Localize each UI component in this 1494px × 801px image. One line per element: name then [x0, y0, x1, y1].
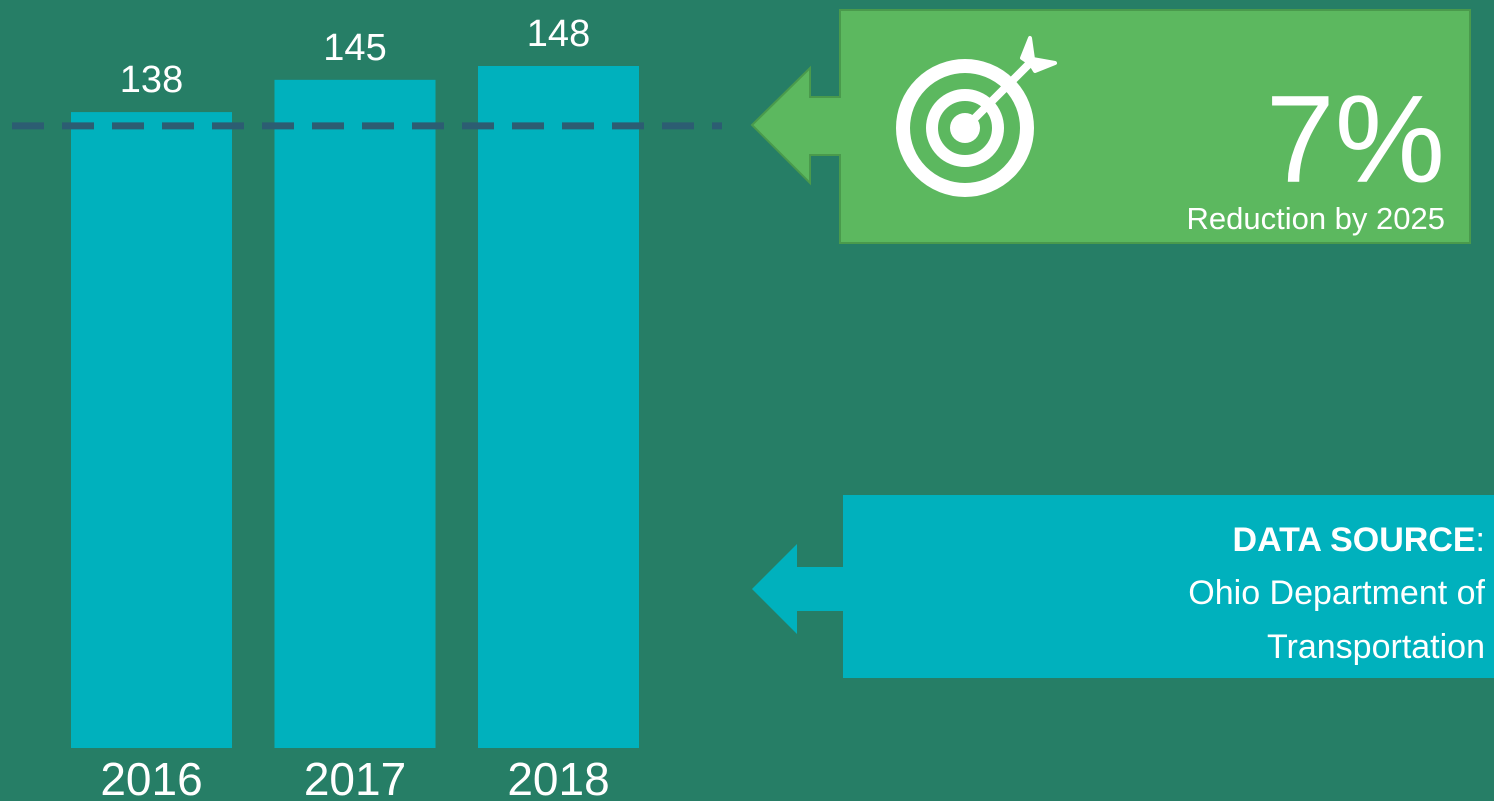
bar [274, 79, 436, 748]
target-ring-inner [926, 89, 1004, 167]
goal-callout: 7% Reduction by 2025 [750, 9, 1471, 244]
bar [478, 66, 639, 748]
target-icon [896, 36, 1057, 197]
target-arrow-feathers [1020, 36, 1057, 73]
source-label: DATA SOURCE [1233, 521, 1476, 559]
source-line: Ohio Department of [1188, 574, 1485, 612]
x-tick-label: 2017 [304, 753, 406, 801]
target-arrow-shaft [964, 59, 1034, 129]
bars: 138 2016 145 2017 148 2018 [12, 13, 722, 801]
target-ring-outer [896, 59, 1034, 197]
x-tick-label: 2016 [100, 753, 202, 801]
goal-caption: Reduction by 2025 [1186, 201, 1445, 236]
source-separator: : [1476, 521, 1485, 559]
x-tick-label: 2018 [507, 753, 609, 801]
source-callout: DATA SOURCE: Ohio Department of Transpor… [752, 495, 1494, 678]
data-label: 145 [323, 27, 386, 69]
data-label: 148 [527, 13, 590, 55]
source-heading: DATA SOURCE: [1233, 521, 1485, 559]
bar [71, 112, 232, 749]
source-line: Transportation [1267, 628, 1485, 666]
source-arrow-box [752, 495, 1494, 678]
goal-value: 7% [1266, 71, 1445, 209]
data-label: 138 [120, 59, 183, 101]
